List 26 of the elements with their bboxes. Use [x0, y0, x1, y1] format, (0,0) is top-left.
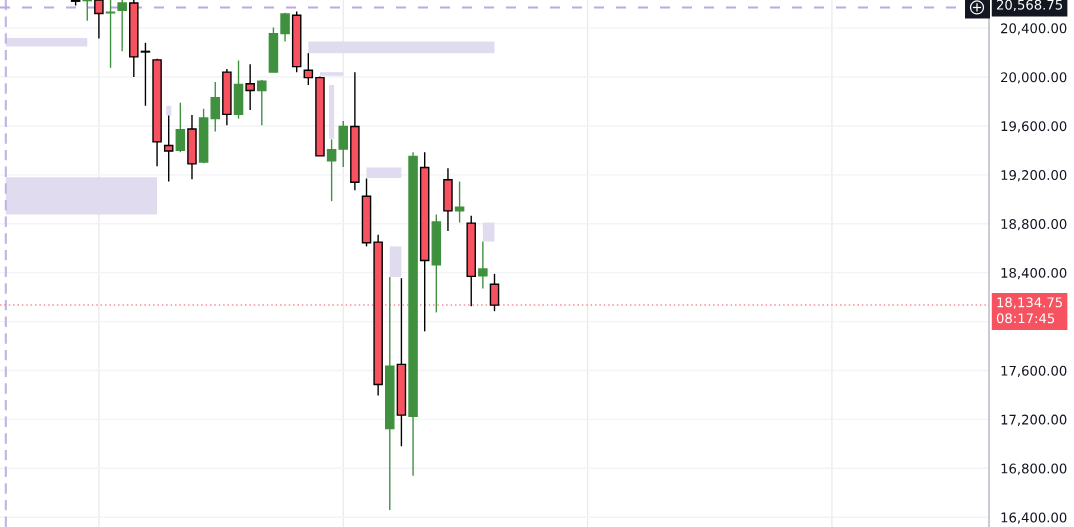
ref-line-label: 18,134.75 08:17:45	[996, 297, 1062, 324]
candlestick	[210, 81, 221, 133]
y-tick-label: 20,400.00	[1001, 23, 1067, 35]
candlestick	[257, 79, 267, 127]
candlestick	[326, 138, 337, 202]
candlestick	[82, 0, 93, 22]
candlestick	[478, 240, 488, 290]
candlestick	[140, 42, 151, 107]
y-tick-label: 17,600.00	[1001, 365, 1067, 378]
candlestick	[94, 0, 104, 40]
candlestick	[175, 102, 186, 153]
y-tick-label: 16,400.00	[1001, 512, 1067, 524]
candlestick	[245, 63, 255, 111]
candlestick	[280, 12, 290, 43]
y-tick-label: 16,800.00	[1001, 463, 1067, 475]
candlestick	[338, 120, 349, 168]
ref-line-label: 20,568.75	[996, 0, 1062, 12]
y-tick-label: 18,400.00	[1001, 267, 1067, 280]
candlestick	[117, 0, 127, 53]
y-tick-label: 19,200.00	[1001, 170, 1067, 182]
y-tick-label: 17,200.00	[1001, 414, 1067, 426]
y-tick-label: 18,800.00	[1001, 218, 1067, 231]
y-tick-label: 20,000.00	[1001, 72, 1067, 84]
y-tick-label: 19,600.00	[1001, 121, 1067, 133]
candlestick	[105, 0, 116, 69]
candlestick	[454, 180, 465, 224]
